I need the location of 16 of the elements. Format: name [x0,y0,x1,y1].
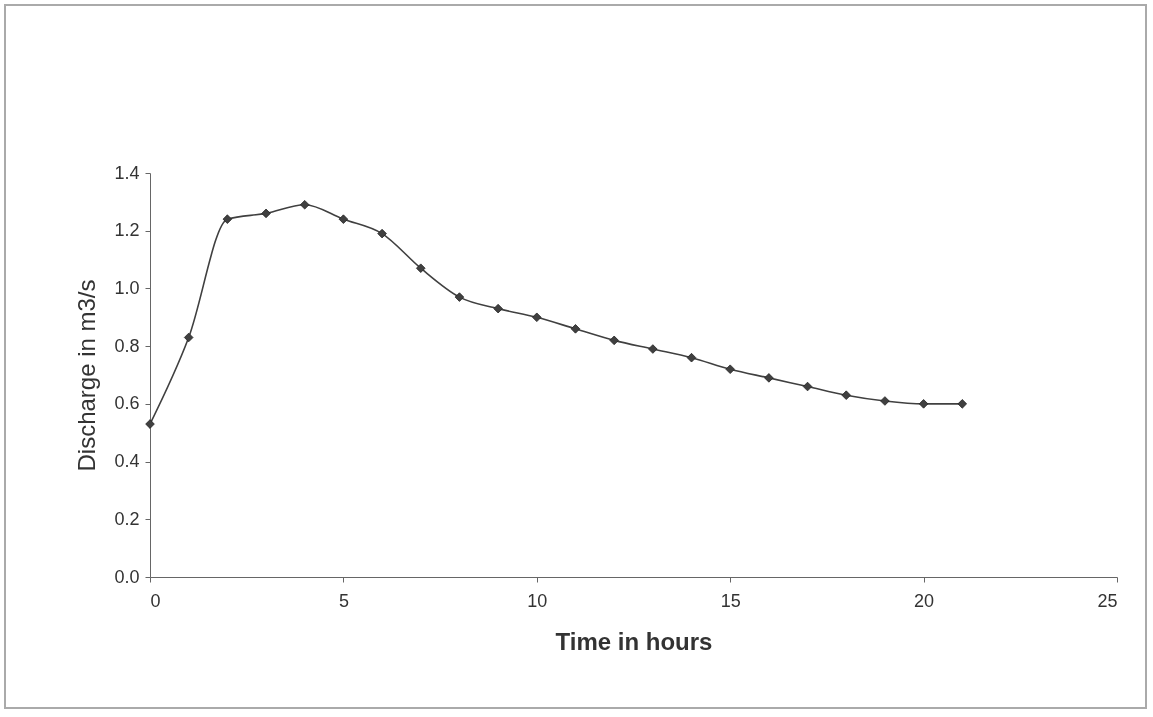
y-tick-label: 0.4 [114,451,140,472]
x-tick-label: 0 [150,590,161,611]
x-tick-label: 25 [1097,590,1118,611]
x-tick-label: 5 [338,590,349,611]
y-tick-label: 0.0 [114,566,140,587]
y-tick-label: 0.6 [114,393,140,414]
x-tick-label: 20 [914,590,935,611]
y-tick-label: 0.8 [114,335,140,356]
y-tick-label: 1.2 [114,220,140,241]
x-axis-title: Time in hours [555,627,713,655]
y-tick-label: 1.4 [114,162,140,183]
y-tick-label: 1.0 [114,277,140,298]
y-tick-label: 0.2 [114,508,140,529]
y-axis-title: Discharge in m3/s [73,279,101,472]
x-tick-label: 10 [527,590,548,611]
x-tick-label: 15 [720,590,741,611]
